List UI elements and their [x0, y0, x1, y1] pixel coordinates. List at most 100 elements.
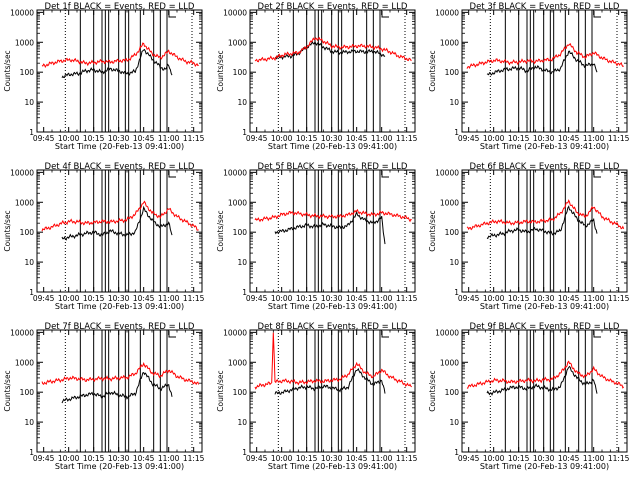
y-tick-label: 1 [29, 128, 34, 137]
panel-title: Det 6f BLACK = Events, RED = LLD [470, 162, 620, 172]
x-axis-title: Start Time (20-Feb-13 09:41:00) [55, 302, 184, 311]
plot-frame [249, 169, 416, 293]
lld-line [254, 332, 413, 390]
y-tick-label: 10000 [10, 168, 34, 177]
panel-title: Det 8f BLACK = Events, RED = LLD [258, 322, 408, 332]
plot-frame [249, 9, 416, 133]
marker-bracket [381, 171, 389, 178]
x-tick-label: 10:30 [533, 454, 555, 463]
x-tick-label: 10:15 [83, 134, 105, 143]
x-tick-label: 10:45 [558, 134, 580, 143]
lld-line [41, 200, 199, 232]
y-tick-label: 10 [237, 258, 247, 267]
y-axis-title: Counts/sec [428, 370, 437, 411]
lld-line [41, 362, 200, 386]
x-tick-label: 10:00 [58, 134, 80, 143]
x-tick-label: 10:00 [271, 134, 293, 143]
x-tick-label: 10:30 [321, 134, 343, 143]
lld-line [466, 199, 625, 231]
x-tick-label: 10:45 [133, 134, 155, 143]
events-line [274, 40, 386, 61]
plot-frame [461, 329, 628, 453]
y-tick-label: 10 [237, 98, 247, 107]
panel-det-6: Det 6f BLACK = Events, RED = LLD 1 10 100 10… [428, 162, 630, 311]
panel-title: Det 5f BLACK = Events, RED = LLD [258, 162, 408, 172]
x-tick-label: 09:45 [458, 294, 480, 303]
x-axis-title: Start Time (20-Feb-13 09:41:00) [55, 142, 184, 151]
y-axis-title: Counts/sec [3, 370, 12, 411]
y-tick-label: 1 [242, 128, 247, 137]
panel-det-1: Det 1f BLACK = Events, RED = LLD 1 10 100 10… [3, 2, 205, 151]
panel-det-2: Det 2f BLACK = Events, RED = LLD 1 10 100 10… [216, 2, 418, 151]
x-tick-label: 09:45 [246, 134, 268, 143]
x-tick-label: 10:00 [271, 454, 293, 463]
x-tick-label: 10:15 [83, 454, 105, 463]
x-tick-label: 11:00 [158, 134, 180, 143]
x-tick-label: 11:15 [183, 134, 205, 143]
x-tick-label: 09:45 [246, 454, 268, 463]
y-tick-label: 100 [233, 68, 248, 77]
x-tick-label: 11:00 [158, 454, 180, 463]
lld-line [254, 36, 412, 63]
y-axis-title: Counts/sec [428, 50, 437, 91]
panel-det-7: Det 7f BLACK = Events, RED = LLD 1 10 100 10… [3, 322, 205, 471]
x-tick-label: 11:00 [583, 454, 605, 463]
x-axis-title: Start Time (20-Feb-13 09:41:00) [268, 142, 397, 151]
y-tick-label: 1 [454, 288, 459, 297]
events-line [61, 205, 173, 241]
lld-line [41, 42, 199, 68]
y-tick-label: 1 [242, 448, 247, 457]
y-axis-title: Counts/sec [3, 210, 12, 251]
y-tick-label: 1000 [228, 38, 247, 47]
y-tick-label: 10 [24, 418, 34, 427]
x-tick-label: 10:15 [508, 294, 530, 303]
x-tick-label: 10:30 [108, 294, 130, 303]
x-tick-label: 11:15 [183, 294, 205, 303]
x-tick-label: 11:00 [158, 294, 180, 303]
x-tick-label: 10:15 [508, 454, 530, 463]
x-tick-label: 11:15 [183, 454, 205, 463]
x-tick-label: 10:00 [58, 454, 80, 463]
x-tick-label: 09:45 [33, 454, 55, 463]
y-tick-label: 100 [445, 388, 460, 397]
y-tick-label: 100 [233, 228, 248, 237]
x-axis-title: Start Time (20-Feb-13 09:41:00) [268, 462, 397, 471]
y-tick-label: 10000 [10, 8, 34, 17]
x-tick-label: 10:30 [321, 294, 343, 303]
y-tick-label: 1 [454, 128, 459, 137]
x-tick-label: 09:45 [33, 294, 55, 303]
y-tick-label: 1000 [440, 358, 459, 367]
marker-bracket [168, 171, 176, 178]
y-axis-title: Counts/sec [216, 210, 225, 251]
x-tick-label: 09:45 [458, 134, 480, 143]
plot-frame [36, 329, 203, 453]
x-tick-label: 10:45 [558, 454, 580, 463]
marker-bracket [168, 331, 176, 338]
x-tick-label: 09:45 [33, 134, 55, 143]
x-tick-label: 10:30 [533, 134, 555, 143]
x-tick-label: 11:15 [396, 454, 418, 463]
y-axis-title: Counts/sec [3, 50, 12, 91]
marker-bracket [593, 171, 601, 178]
x-tick-label: 10:00 [483, 454, 505, 463]
x-tick-label: 11:00 [583, 134, 605, 143]
x-axis-title: Start Time (20-Feb-13 09:41:00) [480, 302, 609, 311]
lld-line [466, 42, 624, 69]
x-tick-label: 11:15 [608, 454, 630, 463]
events-line [486, 50, 598, 76]
y-tick-label: 1000 [15, 358, 34, 367]
y-tick-label: 1 [242, 288, 247, 297]
x-tick-label: 11:00 [583, 294, 605, 303]
x-tick-label: 09:45 [458, 454, 480, 463]
x-tick-label: 11:00 [371, 454, 393, 463]
x-tick-label: 10:00 [483, 294, 505, 303]
y-axis-title: Counts/sec [216, 50, 225, 91]
x-tick-label: 11:00 [371, 294, 393, 303]
x-tick-label: 10:00 [271, 294, 293, 303]
y-tick-label: 10 [449, 258, 459, 267]
y-tick-label: 100 [20, 388, 35, 397]
panel-title: Det 4f BLACK = Events, RED = LLD [45, 162, 195, 172]
x-axis-title: Start Time (20-Feb-13 09:41:00) [480, 142, 609, 151]
y-tick-label: 1000 [228, 198, 247, 207]
